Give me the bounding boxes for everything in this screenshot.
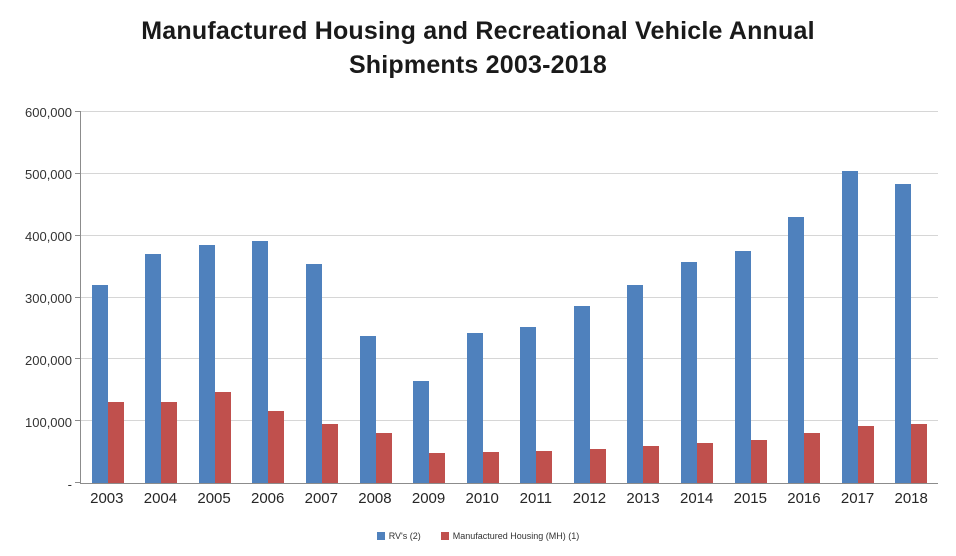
legend-label: Manufactured Housing (MH) (1) <box>452 531 580 541</box>
y-tick-mark <box>75 420 81 422</box>
bar-2008-rv <box>359 336 376 483</box>
plot-area <box>75 111 938 484</box>
x-axis-label-2018: 2018 <box>894 490 928 507</box>
bar-2006-rv <box>252 241 269 483</box>
x-axis-label-2009: 2009 <box>411 490 446 507</box>
bar-2012-mh <box>589 449 606 483</box>
bar-2009-mh <box>429 452 446 483</box>
x-axis-label-2003: 2003 <box>90 490 124 507</box>
bar-2010-mh <box>482 452 499 483</box>
y-axis-tick-label: 200,000 <box>25 353 72 369</box>
bar-group-2013 <box>617 112 671 483</box>
bar-group-2017 <box>831 112 885 483</box>
bar-2007-mh <box>322 423 339 483</box>
bar-2018-rv <box>895 184 912 483</box>
bar-2003-mh <box>107 402 124 483</box>
bar-2014-rv <box>680 262 697 483</box>
y-axis-tick-label: 500,000 <box>25 167 72 182</box>
x-axis-label-2012: 2012 <box>572 490 607 507</box>
bar-group-2004 <box>135 112 189 483</box>
bar-2013-mh <box>643 445 660 483</box>
bar-2014-mh <box>696 443 713 483</box>
bar-2016-mh <box>804 432 821 483</box>
x-axis-label-2004: 2004 <box>143 490 178 507</box>
chart-title: Manufactured Housing and Recreational Ve… <box>0 14 956 82</box>
bar-2008-mh <box>375 432 392 483</box>
chart-title-line2: Shipments 2003-2018 <box>348 51 608 79</box>
y-axis: - 100,000 200,000 300,000 400,000 500,000 600,… <box>0 105 72 492</box>
bar-2011-rv <box>520 327 537 483</box>
bar-group-2011 <box>510 112 564 483</box>
bar-group-2014 <box>670 112 724 483</box>
legend: RV's (2) Manufactured Housing (MH) (1) <box>0 531 956 541</box>
y-tick-mark <box>75 482 81 483</box>
bar-group-2015 <box>724 112 778 483</box>
bar-group-2005 <box>188 112 242 483</box>
y-axis-tick-label: 300,000 <box>25 291 72 306</box>
y-axis-tick-label: 400,000 <box>25 229 72 245</box>
x-axis-label-2008: 2008 <box>358 490 392 507</box>
bar-2012-rv <box>573 306 590 483</box>
bar-group-2009 <box>402 112 456 483</box>
bar-2018-mh <box>911 423 928 483</box>
bars-layer <box>81 112 938 483</box>
bar-group-2007 <box>295 112 349 483</box>
x-axis: 2003 2004 2005 2006 2007 2008 2009 2010 2011 2012… <box>80 490 938 507</box>
gridline <box>81 420 938 422</box>
x-axis-label-2007: 2007 <box>304 490 338 507</box>
chart-title-line1: Manufactured Housing and Recreational Ve… <box>141 17 815 45</box>
x-axis-label-2014: 2014 <box>680 490 714 507</box>
y-tick-mark <box>75 172 81 174</box>
legend-swatch-rv <box>376 532 385 540</box>
bar-group-2016 <box>777 112 831 483</box>
x-axis-label-2011: 2011 <box>519 490 552 507</box>
y-tick-mark <box>75 234 81 236</box>
y-tick-mark <box>75 358 81 360</box>
y-tick-mark <box>75 111 81 112</box>
bar-2016-rv <box>788 216 805 483</box>
gridline <box>81 172 938 174</box>
bar-2015-mh <box>750 439 767 483</box>
bar-2006-mh <box>268 410 285 483</box>
x-axis-label-2016: 2016 <box>787 490 821 507</box>
x-axis-label-2017: 2017 <box>840 490 875 507</box>
legend-item-rv: RV's (2) <box>376 531 421 541</box>
bar-2017-rv <box>841 171 858 483</box>
bar-group-2006 <box>242 112 296 483</box>
bar-2007-rv <box>306 264 323 483</box>
legend-label: RV's (2) <box>388 531 421 541</box>
bar-2004-rv <box>145 254 162 483</box>
legend-item-mh: Manufactured Housing (MH) (1) <box>440 531 580 541</box>
y-tick-mark <box>75 296 81 298</box>
bar-2017-mh <box>857 425 874 483</box>
bar-2009-rv <box>413 380 430 483</box>
bar-2003-rv <box>91 285 108 483</box>
bar-group-2010 <box>456 112 510 483</box>
x-axis-label-2005: 2005 <box>197 490 231 507</box>
bar-2004-mh <box>161 402 178 483</box>
bar-2013-rv <box>627 284 644 483</box>
bar-group-2018 <box>884 112 938 483</box>
x-axis-label-2010: 2010 <box>465 490 499 507</box>
bar-2010-rv <box>466 333 483 483</box>
bar-2005-rv <box>198 244 215 483</box>
gridline <box>81 234 938 236</box>
y-axis-tick-label: 600,000 <box>25 105 72 120</box>
x-axis-label-2006: 2006 <box>251 490 285 507</box>
y-axis-tick-label: 100,000 <box>25 415 72 431</box>
bar-2015-rv <box>734 251 751 483</box>
bar-group-2008 <box>349 112 403 483</box>
bar-group-2003 <box>81 112 135 483</box>
bar-2011-mh <box>536 450 553 483</box>
legend-swatch-mh <box>440 532 449 540</box>
gridline <box>81 111 938 112</box>
bar-2005-mh <box>214 392 231 483</box>
x-axis-label-2015: 2015 <box>733 490 767 507</box>
y-axis-tick-label: - <box>67 477 72 492</box>
bar-group-2012 <box>563 112 617 483</box>
gridline <box>81 296 938 298</box>
x-axis-label-2013: 2013 <box>626 490 660 507</box>
gridline <box>81 358 938 360</box>
